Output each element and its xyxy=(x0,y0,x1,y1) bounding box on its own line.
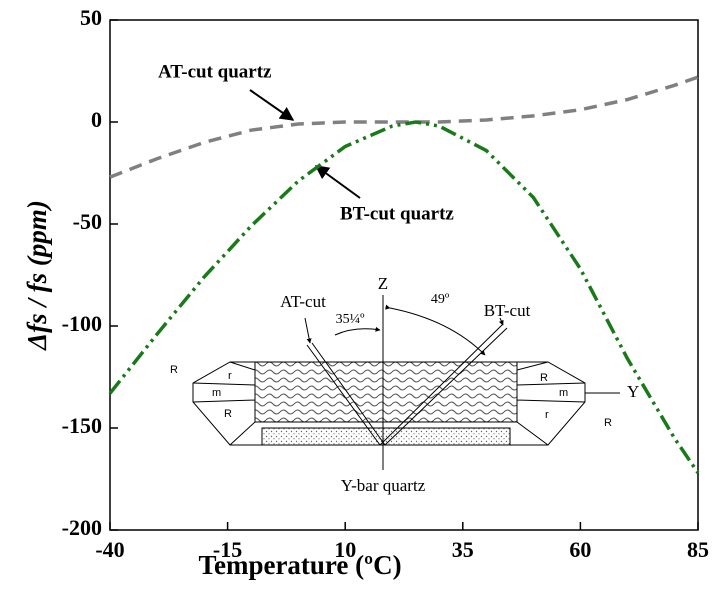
plot-frame xyxy=(109,19,699,531)
face-label: r xyxy=(228,370,232,382)
face-label: R xyxy=(170,364,178,376)
series-line xyxy=(109,75,699,179)
x-tick-label: 60 xyxy=(569,537,591,562)
crystal-faces xyxy=(192,361,586,446)
face-label: r xyxy=(545,409,549,421)
inset-label: Y xyxy=(627,382,639,401)
x-axis-label: Temperature (ºC) xyxy=(198,550,401,580)
series-line xyxy=(108,120,700,474)
annotation-arrow xyxy=(249,89,295,121)
crystal-body xyxy=(254,361,518,423)
angle-arc xyxy=(334,326,381,336)
y-axis-label: Δfs / fs (ppm) xyxy=(22,200,52,351)
annotation-arrow xyxy=(314,165,361,199)
y-tick-label: -200 xyxy=(62,515,102,540)
annotation: AT-cut quartz xyxy=(158,61,272,82)
label-pointer xyxy=(304,317,312,344)
inset-label: 35¼º xyxy=(336,312,366,327)
face-label: R xyxy=(224,408,232,420)
inset-label: AT-cut xyxy=(280,292,326,311)
x-tick-label: 85 xyxy=(687,537,709,562)
face-label: m xyxy=(559,387,568,399)
x-tick-label: -15 xyxy=(213,537,242,562)
crystal-base xyxy=(261,427,511,446)
y-tick-label: 50 xyxy=(80,5,102,30)
face-label: m xyxy=(212,387,221,399)
label-pointer xyxy=(498,317,504,326)
inset-label: Z xyxy=(378,274,388,293)
annotation: BT-cut quartz xyxy=(340,203,454,224)
inset-labels: Z Y AT-cut BT-cut 35¼º 49º Y-bar quartz … xyxy=(170,274,639,495)
inset-caption: Y-bar quartz xyxy=(341,476,426,495)
inset-label: BT-cut xyxy=(484,301,531,320)
x-tick-label: 10 xyxy=(334,537,356,562)
x-tick-label: 35 xyxy=(452,537,474,562)
inset-label: 49º xyxy=(431,292,450,307)
face-label: R xyxy=(540,372,548,384)
x-tick-label: -40 xyxy=(95,537,124,562)
y-tick-label: -150 xyxy=(62,413,102,438)
y-tick-label: -100 xyxy=(62,311,102,336)
y-tick-label: 0 xyxy=(91,107,102,132)
inset xyxy=(192,295,620,470)
y-tick-label: -50 xyxy=(73,209,102,234)
face-label: R xyxy=(604,417,612,429)
at-cut-plane xyxy=(306,342,386,446)
angle-arc xyxy=(385,304,486,356)
